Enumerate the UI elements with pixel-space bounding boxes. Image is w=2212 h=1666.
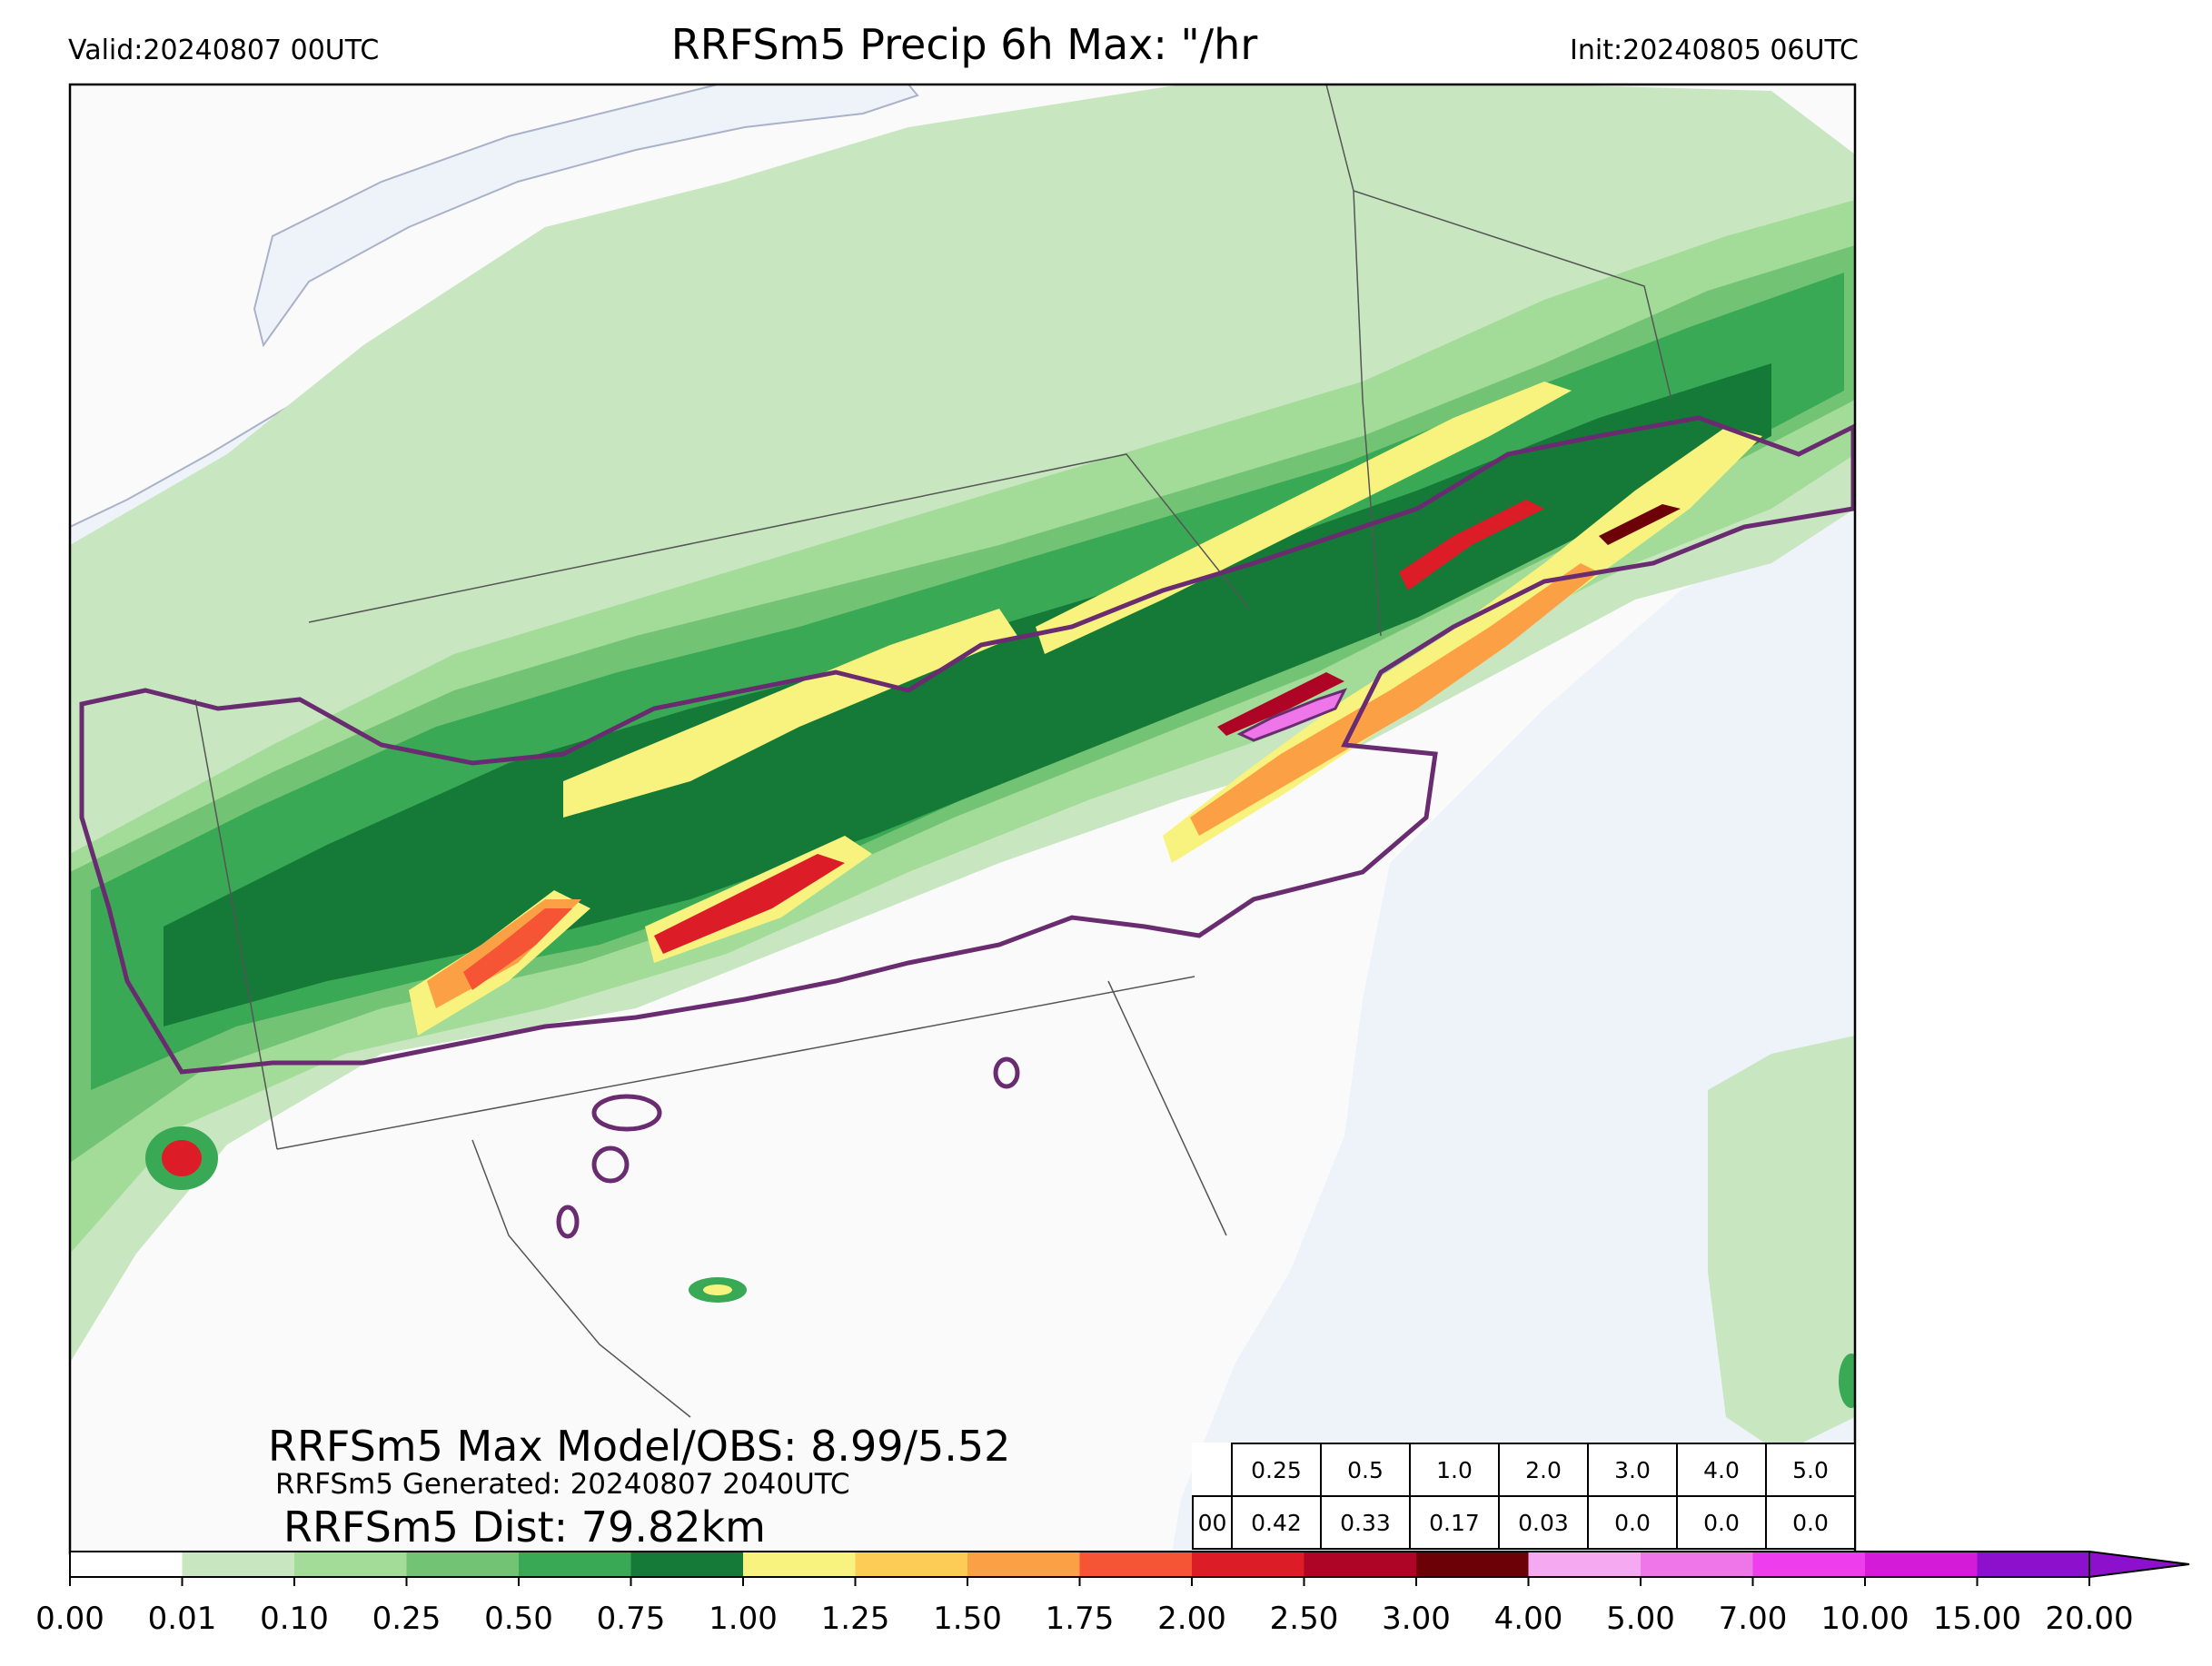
precip-100-c — [563, 609, 1017, 818]
value-cell: 0.0 — [1676, 1495, 1767, 1550]
colorbar-tick-label: 7.00 — [1718, 1601, 1788, 1637]
stat-generated: RRFSm5 Generated: 20240807 2040UTC — [275, 1468, 850, 1501]
colorbar-segment — [1752, 1552, 1866, 1577]
threshold-table: 0.25 0.5 1.0 2.0 3.0 4.0 5.0 00 0.42 0.3… — [1192, 1443, 1856, 1550]
colorbar-tick-label: 1.25 — [820, 1601, 890, 1637]
colorbar-segment — [1304, 1552, 1417, 1577]
colorbar-segment — [630, 1552, 744, 1577]
colorbar-tick-label: 0.01 — [147, 1601, 217, 1637]
row-label: 00 — [1192, 1495, 1233, 1550]
nj-ny-border — [1325, 84, 1382, 637]
precip-250-a — [1217, 672, 1344, 736]
colorbar-segment — [743, 1552, 856, 1577]
colorbar-tick-label: 0.25 — [372, 1601, 441, 1637]
stat-max-model-obs: RRFSm5 Max Model/OBS: 8.99/5.52 — [268, 1422, 1011, 1471]
colorbar-tick-label: 20.00 — [2045, 1601, 2134, 1637]
colorbar-segment — [855, 1552, 968, 1577]
va-border — [471, 1139, 691, 1418]
ny-pa-border — [308, 453, 1250, 623]
obs-contour-south-2 — [591, 1145, 630, 1184]
colorbar-segment — [182, 1552, 295, 1577]
init-time: Init:20240805 06UTC — [1570, 35, 1859, 66]
colorbar-tick-label: 1.00 — [709, 1601, 778, 1637]
colorbar-segment — [70, 1552, 183, 1577]
colorbar-tick-label: 0.75 — [596, 1601, 666, 1637]
colorbar-segment — [967, 1552, 1080, 1577]
colorbar-segment — [1079, 1552, 1193, 1577]
colorbar-segment — [1641, 1552, 1753, 1577]
precip-100-e — [1036, 382, 1572, 654]
obs-contour-main — [79, 415, 1855, 1075]
precip-200-a — [654, 854, 845, 954]
precip-175-a — [463, 908, 572, 990]
colorbar-tick-label: 5.00 — [1606, 1601, 1675, 1637]
colorbar-segment — [294, 1552, 407, 1577]
chart-title: RRFSm5 Precip 6h Max: "/hr — [670, 20, 1258, 69]
colorbar-segment — [519, 1552, 631, 1577]
value-cell: 0.42 — [1231, 1495, 1322, 1550]
colorbar-tick-label: 1.75 — [1045, 1601, 1115, 1637]
colorbar-segment — [1528, 1552, 1642, 1577]
precip-light-south — [1708, 1036, 1855, 1453]
colorbar-tick-label: 15.00 — [1932, 1601, 2022, 1637]
obs-contour-south-1 — [591, 1094, 662, 1132]
precip-300-a — [1599, 504, 1681, 545]
colorbar-tick-label: 0.00 — [35, 1601, 104, 1637]
lake-ontario — [253, 84, 919, 348]
ct-border — [1353, 190, 1672, 401]
precip-cell-west-core — [162, 1140, 202, 1176]
de-border — [1107, 980, 1227, 1236]
value-cell: 0.03 — [1498, 1495, 1589, 1550]
colorbar-tick-label: 1.50 — [933, 1601, 1002, 1637]
precip-cell-ne — [1839, 1354, 1855, 1408]
atlantic-ocean — [1172, 500, 1855, 1553]
threshold-value-row: 00 0.42 0.33 0.17 0.03 0.0 0.0 0.0 — [1192, 1495, 1856, 1550]
threshold-cell: 1.0 — [1409, 1443, 1500, 1497]
colorbar-segment — [1416, 1552, 1529, 1577]
precip-125-b — [1190, 563, 1599, 836]
precip-400-a — [1236, 688, 1347, 742]
value-cell: 0.0 — [1587, 1495, 1678, 1550]
colorbar-tick-label: 0.50 — [484, 1601, 553, 1637]
value-cell: 0.33 — [1320, 1495, 1411, 1550]
colorbar — [69, 1550, 2190, 1586]
precip-200-b — [1399, 500, 1544, 590]
colorbar-tick-label: 2.50 — [1269, 1601, 1339, 1637]
valid-time: Valid:20240807 00UTC — [68, 35, 380, 66]
threshold-cell: 3.0 — [1587, 1443, 1678, 1497]
threshold-header-row: 0.25 0.5 1.0 2.0 3.0 4.0 5.0 — [1193, 1443, 1856, 1497]
threshold-cell: 0.5 — [1320, 1443, 1411, 1497]
colorbar-extend-arrow — [2088, 1550, 2190, 1579]
obs-contour-south-3 — [556, 1205, 580, 1239]
threshold-cell: 5.0 — [1765, 1443, 1856, 1497]
precip-cell-south-core — [703, 1284, 732, 1295]
value-cell: 0.17 — [1409, 1495, 1500, 1550]
precip-075 — [164, 363, 1771, 1026]
value-cell: 0.0 — [1765, 1495, 1856, 1550]
stat-distance: RRFSm5 Dist: 79.82km — [283, 1502, 766, 1552]
colorbar-segment — [406, 1552, 520, 1577]
threshold-cell: 4.0 — [1676, 1443, 1767, 1497]
threshold-cell: 2.0 — [1498, 1443, 1589, 1497]
colorbar-segment — [1192, 1552, 1304, 1577]
colorbar-tick-label: 0.10 — [260, 1601, 329, 1637]
colorbar-tick-label: 3.00 — [1382, 1601, 1451, 1637]
colorbar-segment — [1865, 1552, 1978, 1577]
pa-oh-border — [194, 699, 278, 1150]
colorbar-tick-label: 4.00 — [1493, 1601, 1563, 1637]
colorbar-segment — [1977, 1552, 2090, 1577]
colorbar-tick-label: 10.00 — [1820, 1601, 1909, 1637]
obs-contour-south-4 — [993, 1056, 1020, 1089]
threshold-cell: 0.25 — [1231, 1443, 1322, 1497]
colorbar-tick-label: 2.00 — [1157, 1601, 1226, 1637]
pa-md-border — [276, 976, 1195, 1150]
